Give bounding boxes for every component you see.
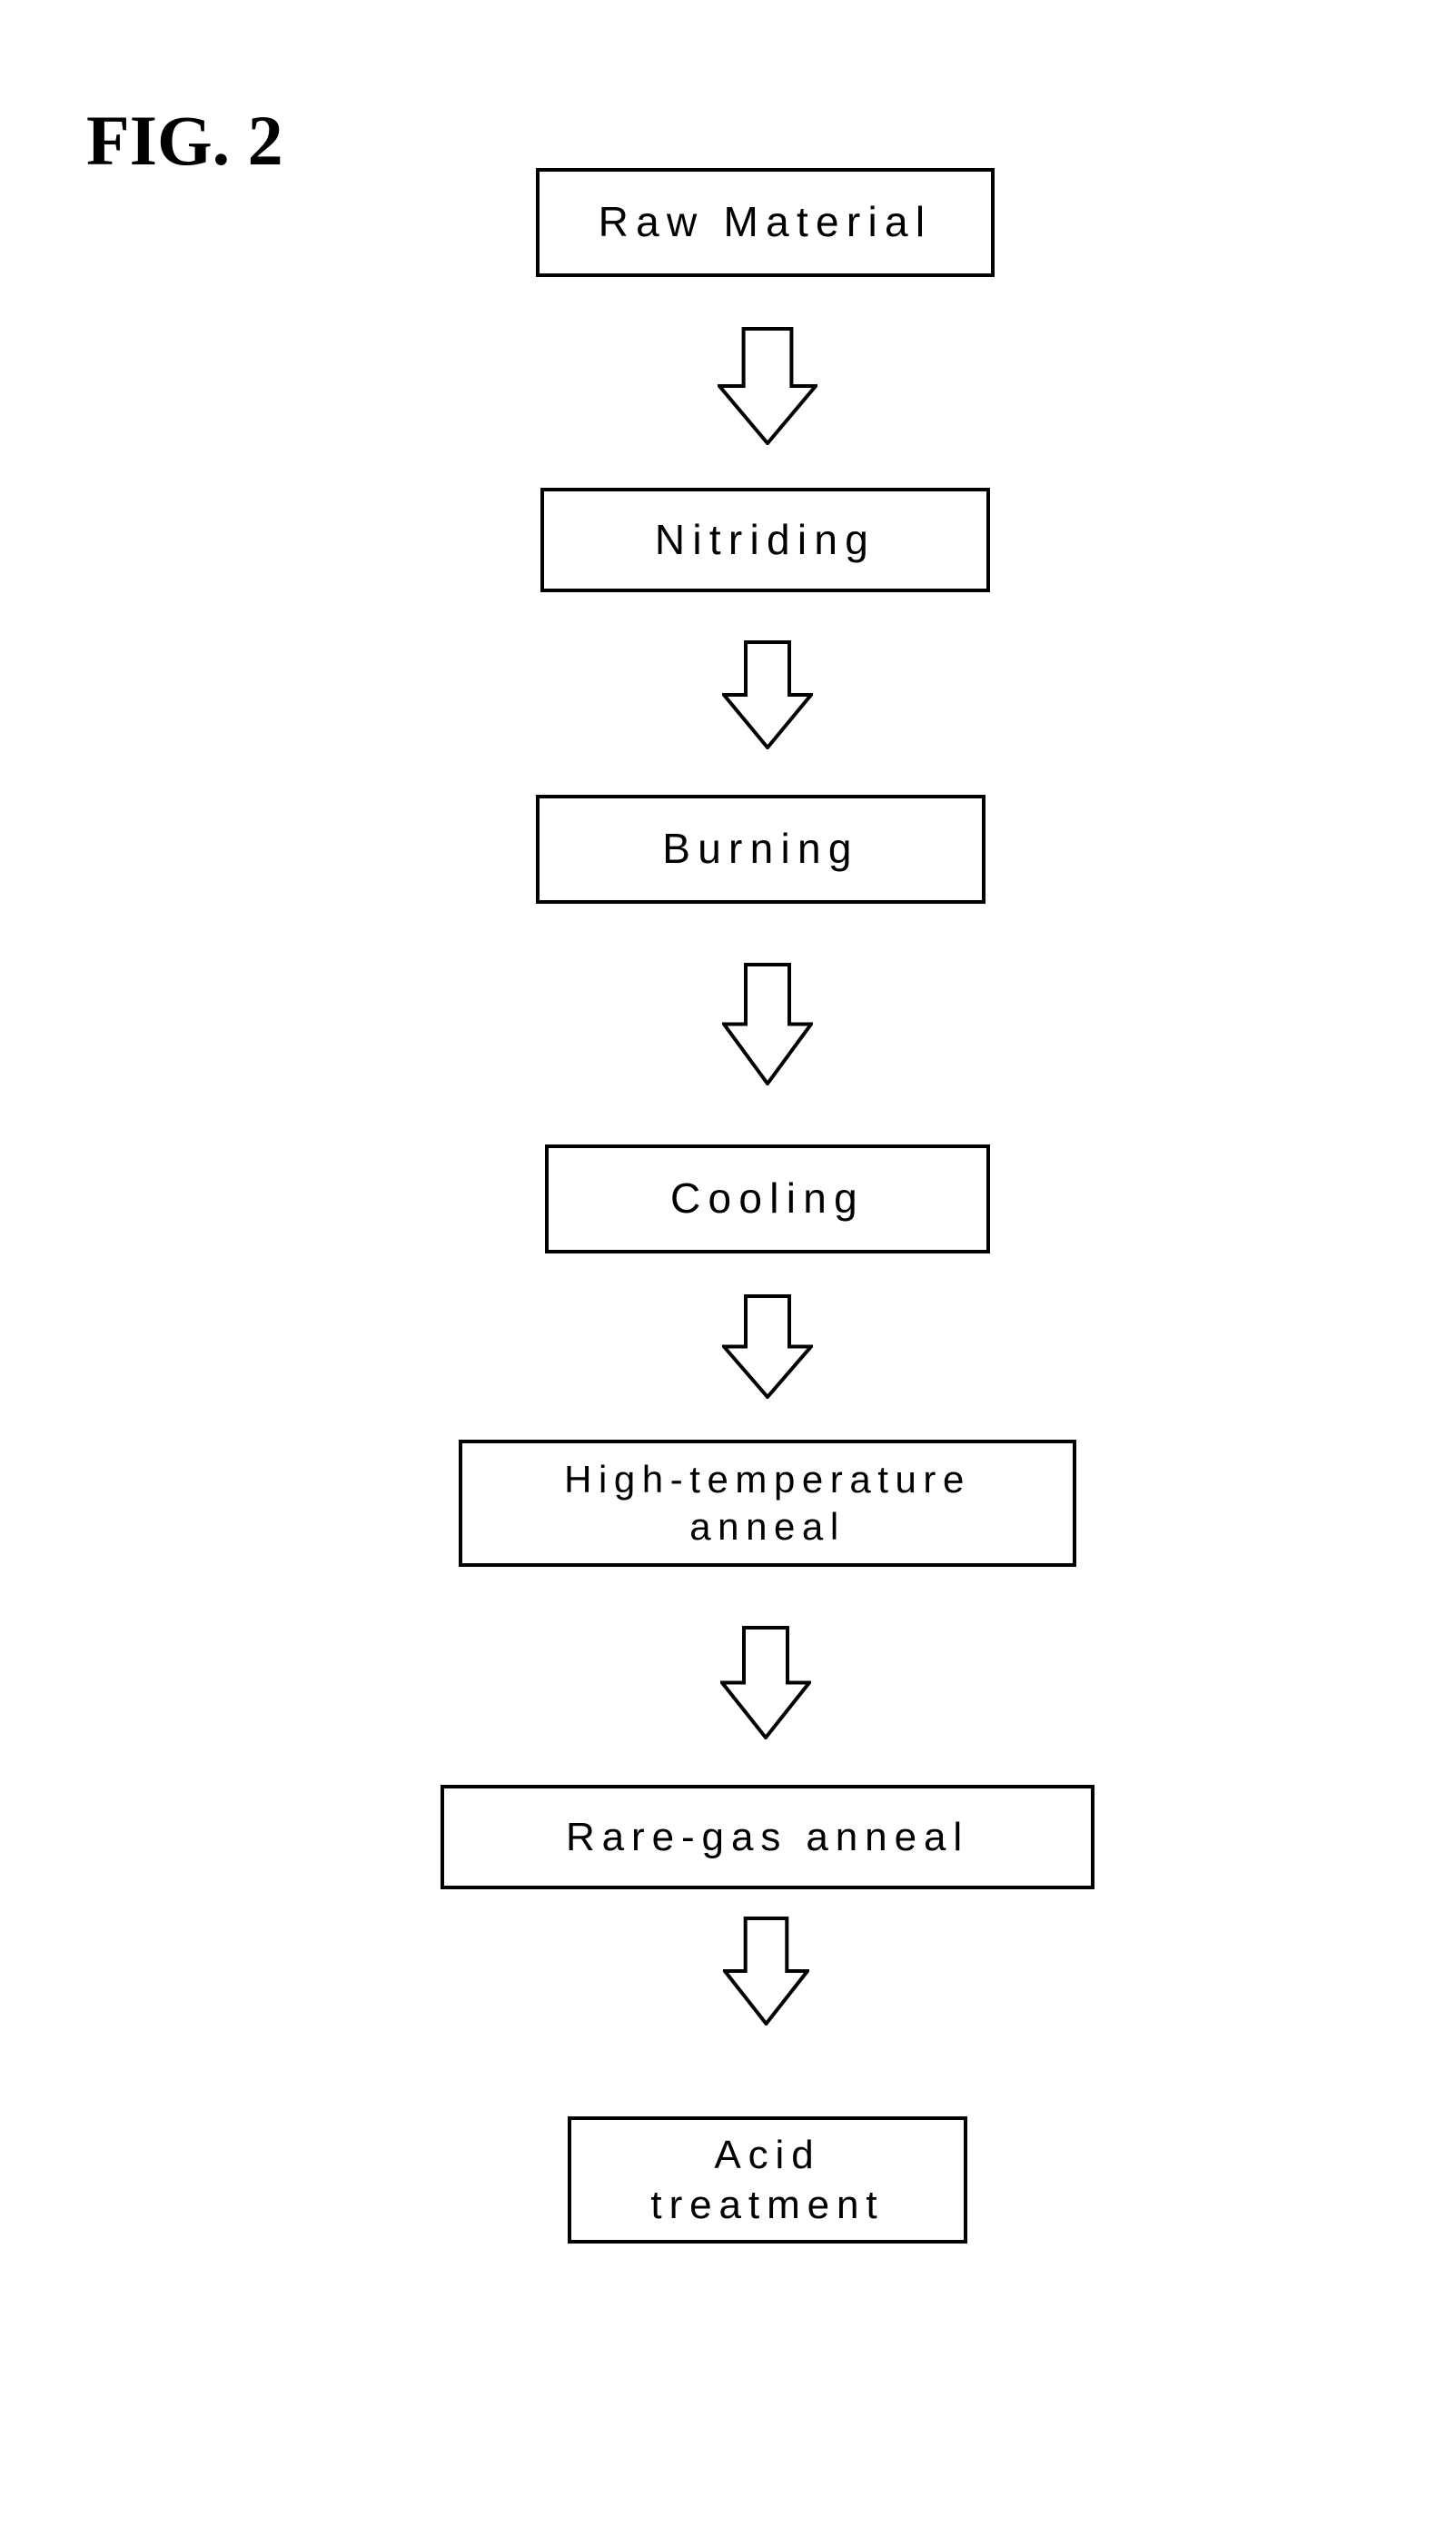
step-acid: Acid treatment: [568, 2116, 967, 2244]
down-arrow-icon: [723, 1917, 809, 2026]
step-label: Acid treatment: [650, 2130, 884, 2230]
down-arrow-icon: [722, 1294, 813, 1399]
down-arrow-icon: [720, 1626, 811, 1739]
step-label: High-temperature anneal: [564, 1456, 971, 1551]
step-nitriding: Nitriding: [540, 488, 990, 592]
step-label: Cooling: [670, 1173, 865, 1225]
figure-label: FIG. 2: [86, 100, 283, 182]
step-label: Rare-gas anneal: [566, 1812, 969, 1862]
step-label: Raw Material: [599, 196, 933, 249]
step-label: Burning: [662, 823, 859, 876]
step-burning: Burning: [536, 795, 986, 904]
step-raw_material: Raw Material: [536, 168, 995, 277]
step-cooling: Cooling: [545, 1144, 990, 1253]
down-arrow-icon: [718, 327, 817, 445]
down-arrow-icon: [722, 640, 813, 749]
down-arrow-icon: [722, 963, 813, 1085]
step-ht_anneal: High-temperature anneal: [459, 1440, 1076, 1567]
step-rare_gas: Rare-gas anneal: [441, 1785, 1094, 1889]
step-label: Nitriding: [655, 514, 876, 567]
